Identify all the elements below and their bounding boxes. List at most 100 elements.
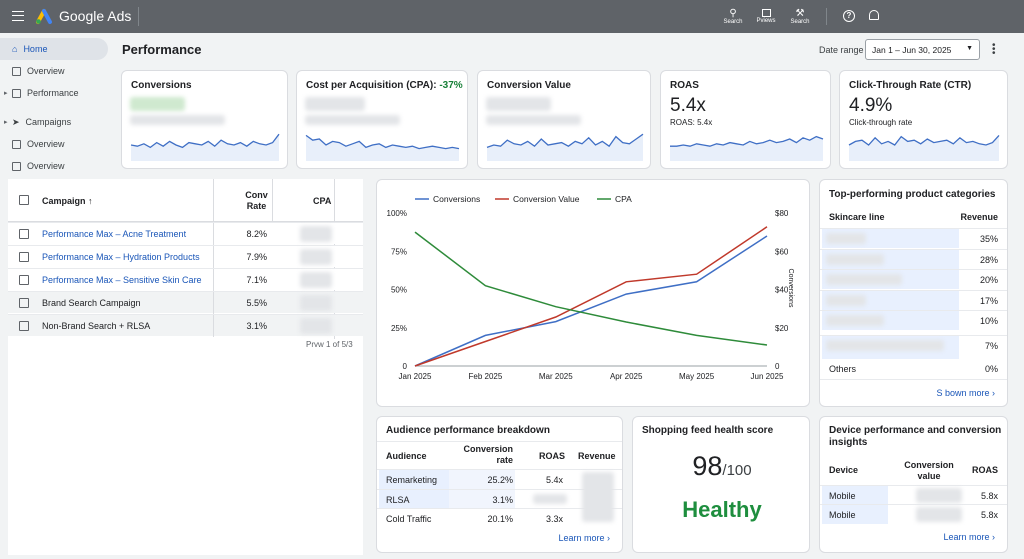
- tools-label: Search: [790, 19, 810, 25]
- sidebar-item-home[interactable]: ⌂ Home: [0, 38, 108, 60]
- y-tick-left: 25%: [391, 324, 407, 333]
- legend-label: Conversions: [433, 194, 480, 204]
- table-row: Remarketing 25.2% 5.4x: [377, 469, 622, 489]
- redacted-sub: [486, 115, 581, 125]
- roas-value: 5.4x: [545, 475, 563, 485]
- column-header-campaign[interactable]: Campaign ↑: [42, 196, 93, 206]
- redacted-roas: [533, 493, 567, 504]
- sidebar-item-overview-3[interactable]: Overview: [0, 155, 110, 177]
- campaign-name[interactable]: Performance Max – Hydration Products: [42, 252, 200, 262]
- table-row[interactable]: Performance Max – Acne Treatment 8.2%: [8, 222, 363, 245]
- kpi-title: Cost per Acquisition (CPA): -37%: [306, 80, 463, 91]
- column-header-label: Rate: [246, 201, 267, 211]
- conv-rate-value: 5.5%: [246, 298, 267, 308]
- column-header-label: rate: [496, 455, 513, 465]
- kpi-card-roas[interactable]: ROAS 5.4x ROAS: 5.4x: [660, 70, 831, 169]
- sidebar-item-campaigns[interactable]: ▸ ➤ Campaigns: [0, 111, 110, 133]
- kpi-value: 4.9%: [849, 95, 893, 116]
- pagination-text: Prvw 1 of 5/3: [306, 340, 353, 349]
- card-title: Device performance and conversion insight…: [829, 425, 1001, 449]
- roas-value: 5.8x: [980, 491, 998, 501]
- y-tick-left: 75%: [391, 247, 407, 256]
- chart-icon: [761, 9, 771, 17]
- column-header-cpa[interactable]: CPA: [313, 196, 332, 206]
- y-tick-left: 0: [403, 362, 408, 371]
- column-header-label: Conv: [245, 190, 268, 200]
- column-header-conversion-rate: Conversion rate: [457, 444, 513, 466]
- google-ads-logo-icon[interactable]: [35, 7, 53, 25]
- kpi-sparkline: [130, 133, 280, 161]
- redacted-conversion-value: [916, 507, 962, 522]
- sparkline-line: [848, 134, 1000, 146]
- table-row: Mobile 5.8x: [820, 504, 1007, 524]
- bell-icon[interactable]: [869, 10, 879, 20]
- sidebar-item-label: Overview: [27, 161, 65, 171]
- redacted-product: [826, 233, 866, 244]
- redacted-sub: [305, 115, 400, 125]
- sidebar-item-overview-2[interactable]: Overview: [0, 133, 110, 155]
- redacted-product: [826, 253, 884, 265]
- row-checkbox[interactable]: [19, 229, 29, 239]
- column-header-conv-rate[interactable]: Conv Rate: [234, 190, 279, 212]
- sparkline-area: [487, 134, 643, 161]
- row-checkbox[interactable]: [19, 252, 29, 262]
- sidebar-item-overview[interactable]: Overview: [0, 60, 110, 82]
- campaign-name[interactable]: Performance Max – Sensitive Skin Care: [42, 275, 202, 285]
- overview-icon: [12, 139, 21, 149]
- kpi-sparkline: [486, 133, 644, 161]
- audience-name: Remarketing: [386, 475, 438, 485]
- learn-more-label: Learn more: [943, 532, 990, 542]
- others-label: Others: [829, 364, 857, 374]
- date-range-value: Jan 1 – Jun 30, 2025: [872, 45, 952, 55]
- audience-name: RLSA: [386, 494, 410, 505]
- table-row: Mobile 5.8x: [820, 485, 1007, 505]
- learn-more-link[interactable]: Learn more ›: [558, 533, 610, 543]
- table-row[interactable]: Performance Max – Hydration Products 7.9%: [8, 245, 363, 268]
- select-all-checkbox[interactable]: [19, 195, 29, 205]
- sort-arrow-icon: ↑: [88, 196, 93, 206]
- kpi-card-ctr[interactable]: Click-Through Rate (CTR) 4.9% Click-thro…: [839, 70, 1008, 169]
- kpi-card-cpa[interactable]: Cost per Acquisition (CPA): -37%: [296, 70, 468, 169]
- more-options-icon[interactable]: • • •: [992, 40, 996, 59]
- divider: [826, 8, 827, 25]
- row-checkbox[interactable]: [19, 298, 29, 308]
- column-header-label: Conversion: [463, 444, 513, 454]
- device-name: Mobile: [829, 510, 856, 520]
- campaign-name[interactable]: Performance Max – Acne Treatment: [42, 229, 187, 239]
- y-tick-left: 100%: [387, 209, 407, 218]
- help-icon[interactable]: ?: [843, 10, 855, 22]
- table-row[interactable]: Performance Max – Sensitive Skin Care 7.1…: [8, 268, 363, 291]
- sidebar-item-label: Performance: [27, 88, 79, 98]
- menu-icon[interactable]: [12, 11, 24, 21]
- audience-card: Audience performance breakdown Audience …: [376, 416, 623, 553]
- conv-rate-value: 7.1%: [246, 275, 267, 285]
- list-item: 28%: [820, 248, 1007, 269]
- table-row[interactable]: Brand Search Campaign 5.5%: [8, 291, 363, 314]
- x-tick: Mar 2025: [539, 372, 573, 381]
- redacted-revenue: [582, 472, 614, 522]
- kpi-value: 5.4x: [670, 95, 706, 116]
- table-row[interactable]: Non-Brand Search + RLSA 3.1%: [8, 314, 363, 337]
- table-row: Cold Traffic 20.1% 3.3x: [377, 508, 622, 527]
- revenue-share: 35%: [979, 234, 998, 244]
- sidebar-item-performance[interactable]: ▸ Performance: [0, 82, 110, 104]
- row-checkbox[interactable]: [19, 321, 29, 331]
- learn-more-link[interactable]: Learn more ›: [943, 532, 995, 542]
- column-header-audience: Audience: [386, 451, 427, 461]
- kpi-sparkline: [670, 135, 824, 161]
- date-range-select[interactable]: Jan 1 – Jun 30, 2025 ▼: [865, 39, 980, 60]
- search-button[interactable]: ⚲ Search: [722, 0, 744, 33]
- kpi-card-conversion-value[interactable]: Conversion Value: [477, 70, 651, 169]
- show-more-link[interactable]: S bown more ›: [936, 388, 995, 398]
- kpi-card-conversions[interactable]: Conversions: [121, 70, 288, 169]
- previews-button[interactable]: Pviews: [752, 0, 780, 33]
- list-item: 35%: [820, 228, 1007, 248]
- x-tick: Jun 2025: [751, 372, 784, 381]
- health-status: Healthy: [682, 497, 762, 522]
- tools-button[interactable]: ⚒ Search: [787, 0, 813, 33]
- kpi-sparkline: [848, 134, 1000, 161]
- row-checkbox[interactable]: [19, 275, 29, 285]
- column-header-device: Device: [829, 465, 859, 475]
- revenue-share: 28%: [979, 254, 998, 265]
- kpi-title: ROAS: [670, 80, 699, 91]
